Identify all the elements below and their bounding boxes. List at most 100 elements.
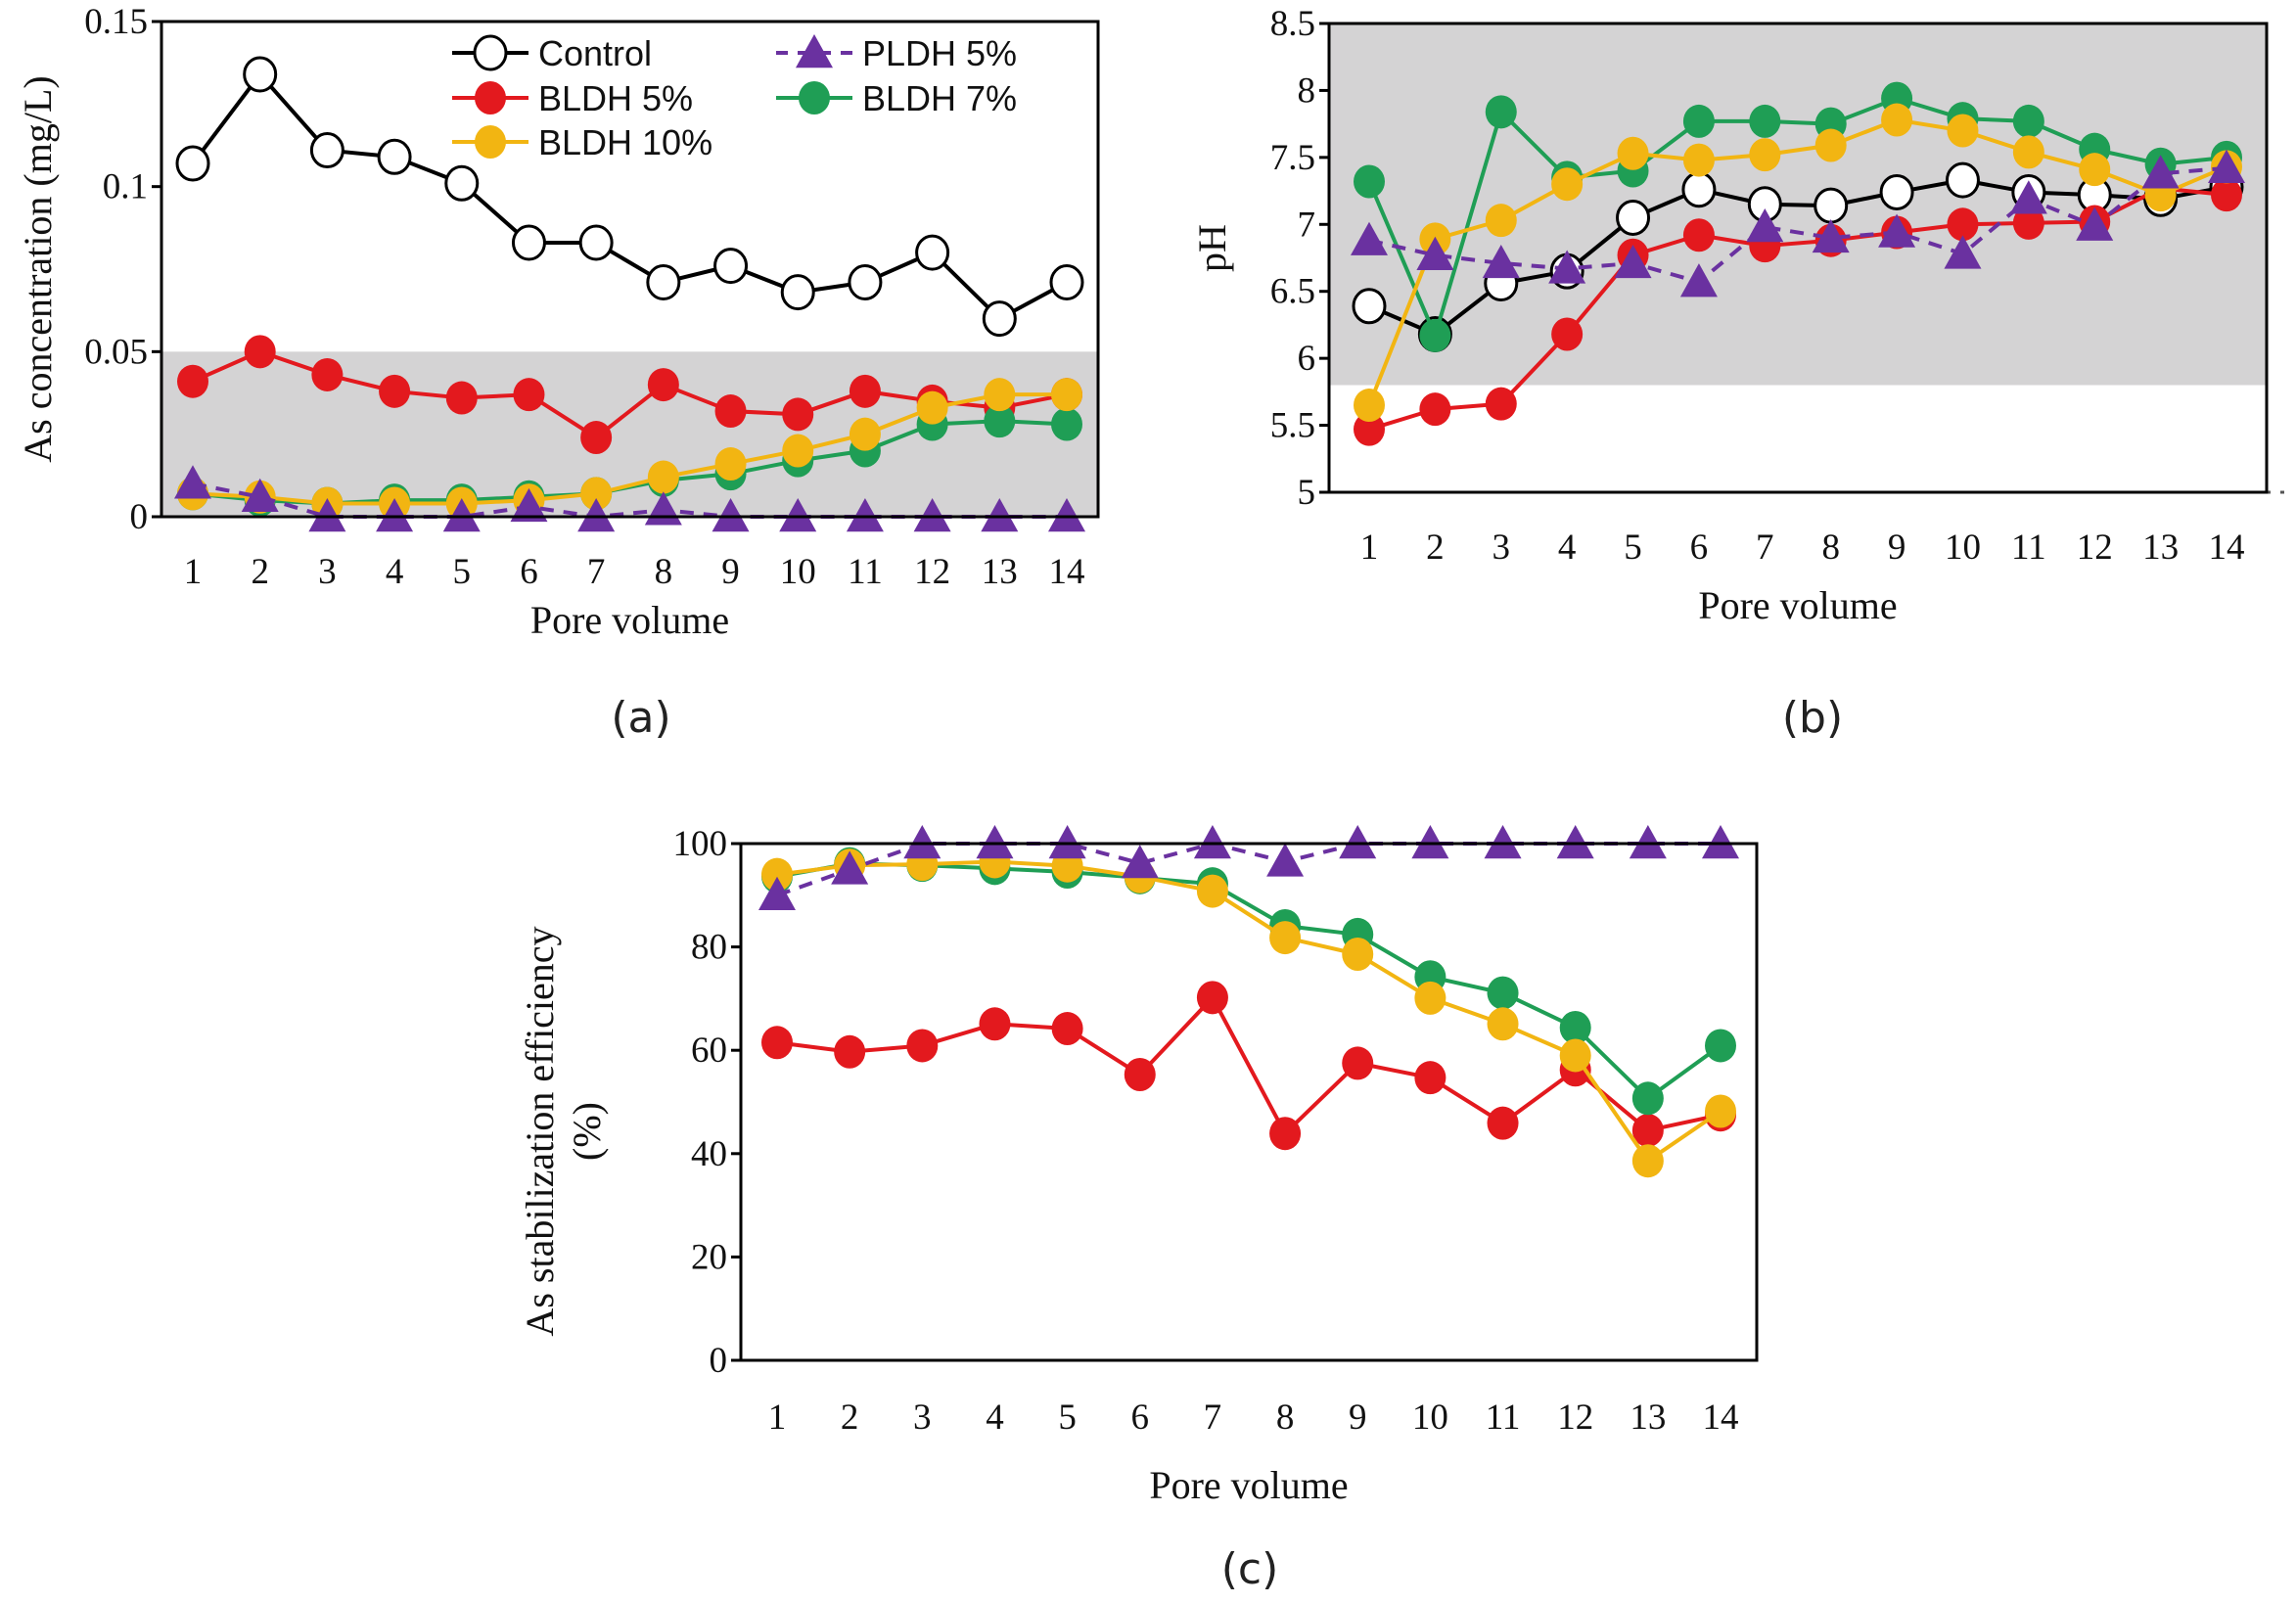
legend-marker: [475, 125, 506, 159]
data-point-bldh-5pct: [1487, 1106, 1519, 1140]
data-point-pldh-5pct: [779, 498, 817, 532]
x-tick-label: 14: [1703, 1398, 1739, 1438]
data-point-bldh-7pct: [1705, 1029, 1736, 1063]
data-point-bldh-5pct: [1682, 218, 1715, 252]
data-point-pldh-5pct: [1548, 250, 1586, 284]
data-point-pldh-5pct: [1193, 825, 1231, 859]
x-tick-label: 7: [587, 552, 606, 592]
chart-b-y-axis-label: pH: [1190, 224, 1234, 272]
chart-b-y-ticks: 5 5.5 6 6.5 7 7.5 8 8.5: [1270, 4, 1329, 513]
data-point-pldh-5pct: [1351, 221, 1388, 255]
data-point-bldh-5pct: [445, 381, 478, 415]
legend-label: Control: [538, 33, 652, 73]
data-point-pldh-5pct: [1266, 843, 1305, 877]
data-point-control: [377, 138, 412, 175]
data-point-pldh-5pct: [2141, 155, 2180, 189]
x-tick-label: 12: [1557, 1398, 1593, 1438]
data-point-bldh-5pct: [647, 368, 679, 402]
data-point-bldh-5pct: [1414, 1061, 1446, 1095]
data-point-bldh-7pct: [1559, 1010, 1591, 1044]
data-point-pldh-5pct: [1484, 825, 1522, 859]
chart-c-plot-frame: [739, 842, 1759, 1362]
y-tick-label: 7: [1298, 205, 1316, 245]
x-tick-label: 7: [1756, 527, 1774, 568]
x-tick-label: 1: [768, 1398, 787, 1438]
data-point-bldh-7pct: [1487, 976, 1519, 1010]
data-point-bldh-7pct: [1682, 104, 1715, 138]
x-tick-label: 11: [848, 552, 883, 592]
data-point-control: [780, 274, 815, 311]
data-point-bldh-10pct: [1196, 874, 1228, 908]
data-point-bldh-5pct: [580, 421, 613, 455]
data-point-bldh-7pct: [1051, 407, 1082, 441]
data-point-control: [646, 263, 681, 300]
series-bldh-10pct: [177, 378, 1082, 521]
x-tick-label: 11: [1486, 1398, 1521, 1438]
data-point-pldh-5pct: [1411, 825, 1449, 859]
y-tick-label: 0.05: [84, 332, 148, 372]
data-point-bldh-5pct: [979, 1007, 1011, 1041]
series-pldh-5pct: [758, 825, 1739, 910]
data-point-bldh-10pct: [1947, 114, 1979, 148]
data-point-bldh-10pct: [1705, 1094, 1736, 1128]
y-tick-label: 100: [673, 824, 728, 864]
series-bldh-5pct: [761, 981, 1736, 1151]
x-tick-label: 6: [520, 552, 538, 592]
chart-c-x-axis-label: Pore volume: [1149, 1463, 1348, 1507]
chart-c-x-ticks: 1 2 3 4 5 6 7 8 9 10 11 12 13 14: [768, 1398, 1739, 1438]
chart-c-y-axis-label: As stabilization efficiency: [518, 926, 562, 1336]
data-point-control: [1616, 199, 1651, 236]
data-point-control: [982, 300, 1017, 338]
chart-a-x-ticks: 1 2 3 4 5 6 7 8 9 10 11 12 13 14: [184, 552, 1085, 592]
data-point-bldh-7pct: [1631, 1081, 1664, 1116]
data-point-bldh-10pct: [849, 417, 881, 451]
data-point-pldh-5pct: [1614, 244, 1652, 279]
x-tick-label: 2: [841, 1398, 859, 1438]
x-tick-label: 8: [1821, 527, 1840, 568]
y-tick-label: 0.15: [84, 2, 148, 42]
data-point-bldh-5pct: [1419, 392, 1451, 427]
chart-a-y-axis-label: As concentration (mg/L): [16, 75, 60, 462]
data-point-bldh-5pct: [1196, 981, 1228, 1015]
data-point-pldh-5pct: [308, 498, 346, 532]
x-tick-label: 4: [1558, 527, 1577, 568]
data-point-pldh-5pct: [577, 498, 616, 532]
chart-b-series: [1321, 81, 2284, 494]
data-point-bldh-10pct: [1551, 167, 1584, 202]
data-point-pldh-5pct: [2009, 180, 2047, 214]
legend-marker: [799, 81, 830, 115]
series-control: [175, 56, 1084, 338]
x-tick-label: 12: [2077, 527, 2113, 568]
data-point-bldh-7pct: [2012, 104, 2044, 138]
x-tick-label: 6: [1690, 527, 1709, 568]
data-point-bldh-5pct: [2012, 206, 2044, 240]
data-point-control: [444, 164, 480, 202]
data-point-pldh-5pct: [1339, 825, 1377, 859]
x-tick-label: 9: [1888, 527, 1906, 568]
data-point-pldh-5pct: [510, 487, 548, 523]
chart-c-y-axis-label-unit: (%): [565, 1102, 609, 1161]
chart-c-caption: (c): [1221, 1544, 1279, 1594]
data-point-bldh-5pct: [714, 394, 747, 429]
y-tick-label: 6: [1298, 339, 1316, 379]
data-point-pldh-5pct: [1746, 208, 1784, 243]
data-point-pldh-5pct: [1702, 825, 1739, 859]
y-tick-label: 8.5: [1270, 4, 1315, 44]
chart-c-series: [758, 825, 1739, 1178]
data-point-bldh-5pct: [379, 374, 411, 408]
chart-b-x-axis-label: Pore volume: [1698, 583, 1897, 627]
data-point-bldh-5pct: [1342, 1046, 1374, 1080]
x-tick-label: 5: [453, 552, 472, 592]
x-tick-label: 14: [2209, 527, 2245, 568]
data-point-bldh-10pct: [714, 447, 747, 481]
x-tick-label: 1: [184, 552, 203, 592]
chart-a-x-axis-label: Pore volume: [530, 598, 729, 642]
data-point-bldh-5pct: [834, 1034, 866, 1069]
x-tick-label: 2: [251, 552, 269, 592]
data-point-bldh-10pct: [1414, 981, 1446, 1015]
y-tick-label: 80: [691, 928, 727, 968]
data-point-pldh-5pct: [1629, 825, 1667, 859]
data-point-bldh-5pct: [906, 1029, 939, 1063]
chart-a-plot-frame: [160, 20, 1100, 519]
data-point-bldh-5pct: [1947, 207, 1979, 242]
